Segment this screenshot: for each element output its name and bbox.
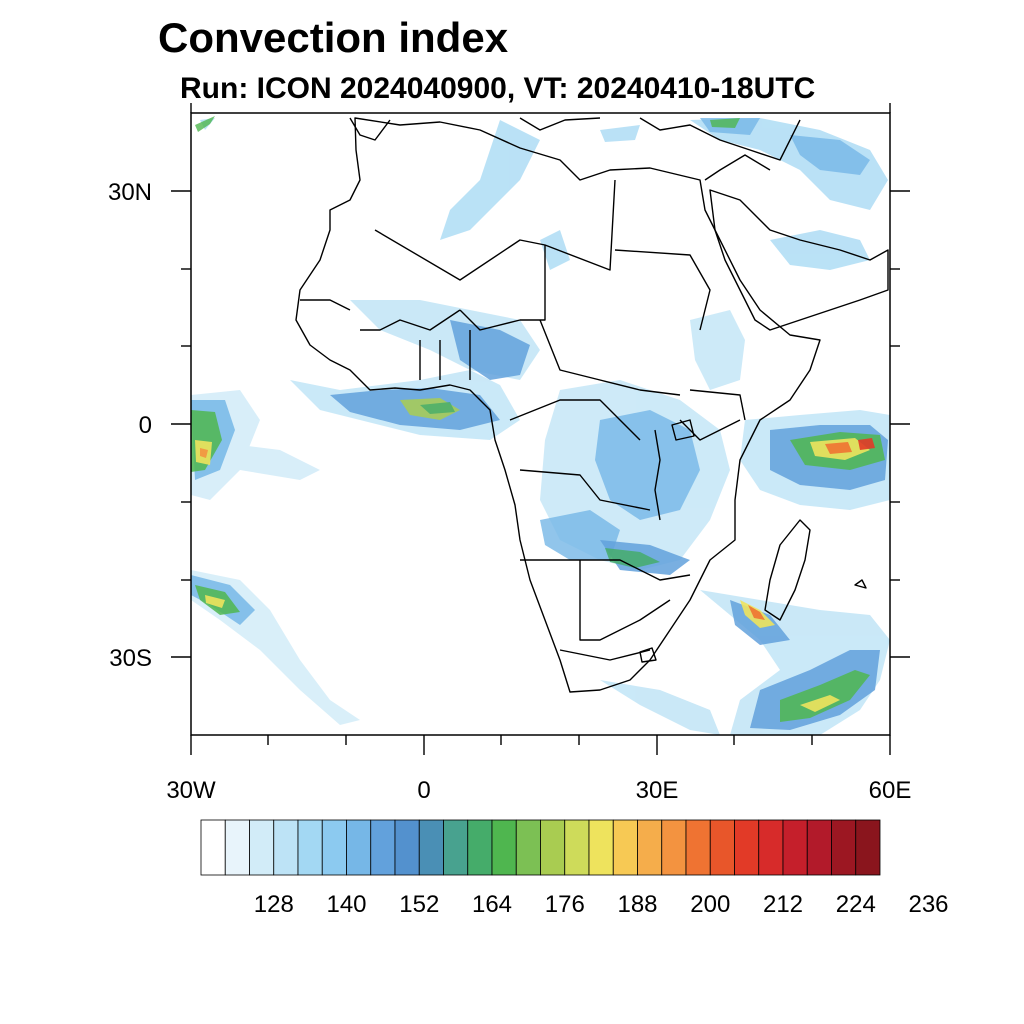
- colorbar-swatch: [637, 819, 663, 876]
- colorbar-label: 164: [472, 891, 512, 918]
- colorbar-swatch: [734, 819, 760, 876]
- colorbar-label: 140: [326, 891, 366, 918]
- lat-label-30n: 30N: [108, 179, 152, 206]
- colorbar-swatch: [467, 819, 493, 876]
- colorbar-swatch: [782, 819, 808, 876]
- colorbar-label: 188: [617, 891, 657, 918]
- colorbar-swatch: [588, 819, 614, 876]
- colorbar-swatch: [346, 819, 372, 876]
- colorbar-swatch: [321, 819, 347, 876]
- colorbar-swatch: [612, 819, 638, 876]
- colorbar-swatch: [685, 819, 711, 876]
- colorbar-label: 224: [836, 891, 876, 918]
- colorbar-label: 176: [545, 891, 585, 918]
- colorbar-swatch: [661, 819, 687, 876]
- colorbar-labels: 128 140 152 164 176 188 200 212 224 236: [254, 891, 949, 918]
- lon-label-0: 0: [417, 777, 430, 804]
- colorbar-swatch: [443, 819, 469, 876]
- lon-label-30w: 30W: [166, 777, 216, 804]
- tick-marks: [171, 103, 910, 755]
- map-title: Convection index: [158, 14, 509, 61]
- colorbar-swatch: [273, 819, 299, 876]
- lon-label-60e: 60E: [869, 777, 912, 804]
- colorbar-swatch: [540, 819, 566, 876]
- lon-label-30e: 30E: [636, 777, 679, 804]
- colorbar-swatch: [758, 819, 784, 876]
- colorbar-swatch: [709, 819, 735, 876]
- colorbar-swatch: [855, 819, 881, 876]
- colorbar-swatch: [370, 819, 396, 876]
- colorbar-label: 212: [763, 891, 803, 918]
- colorbar-swatch: [806, 819, 832, 876]
- colorbar: [200, 819, 881, 876]
- convection-field: [191, 116, 890, 735]
- colorbar-label: 236: [908, 891, 948, 918]
- colorbar-swatch: [200, 819, 226, 876]
- colorbar-swatch: [515, 819, 541, 876]
- colorbar-swatch: [249, 819, 275, 876]
- colorbar-swatch: [224, 819, 250, 876]
- colorbar-swatch: [297, 819, 323, 876]
- lat-label-30s: 30S: [109, 645, 152, 672]
- colorbar-swatch: [831, 819, 857, 876]
- map-subtitle: Run: ICON 2024040900, VT: 20240410-18UTC: [180, 72, 816, 105]
- colorbar-swatch: [491, 819, 517, 876]
- lat-label-0: 0: [139, 412, 152, 439]
- colorbar-label: 152: [399, 891, 439, 918]
- coastlines: [295, 117, 889, 693]
- colorbar-swatch: [418, 819, 444, 876]
- colorbar-label: 200: [690, 891, 730, 918]
- colorbar-label: 128: [254, 891, 294, 918]
- colorbar-swatch: [394, 819, 420, 876]
- colorbar-swatch: [564, 819, 590, 876]
